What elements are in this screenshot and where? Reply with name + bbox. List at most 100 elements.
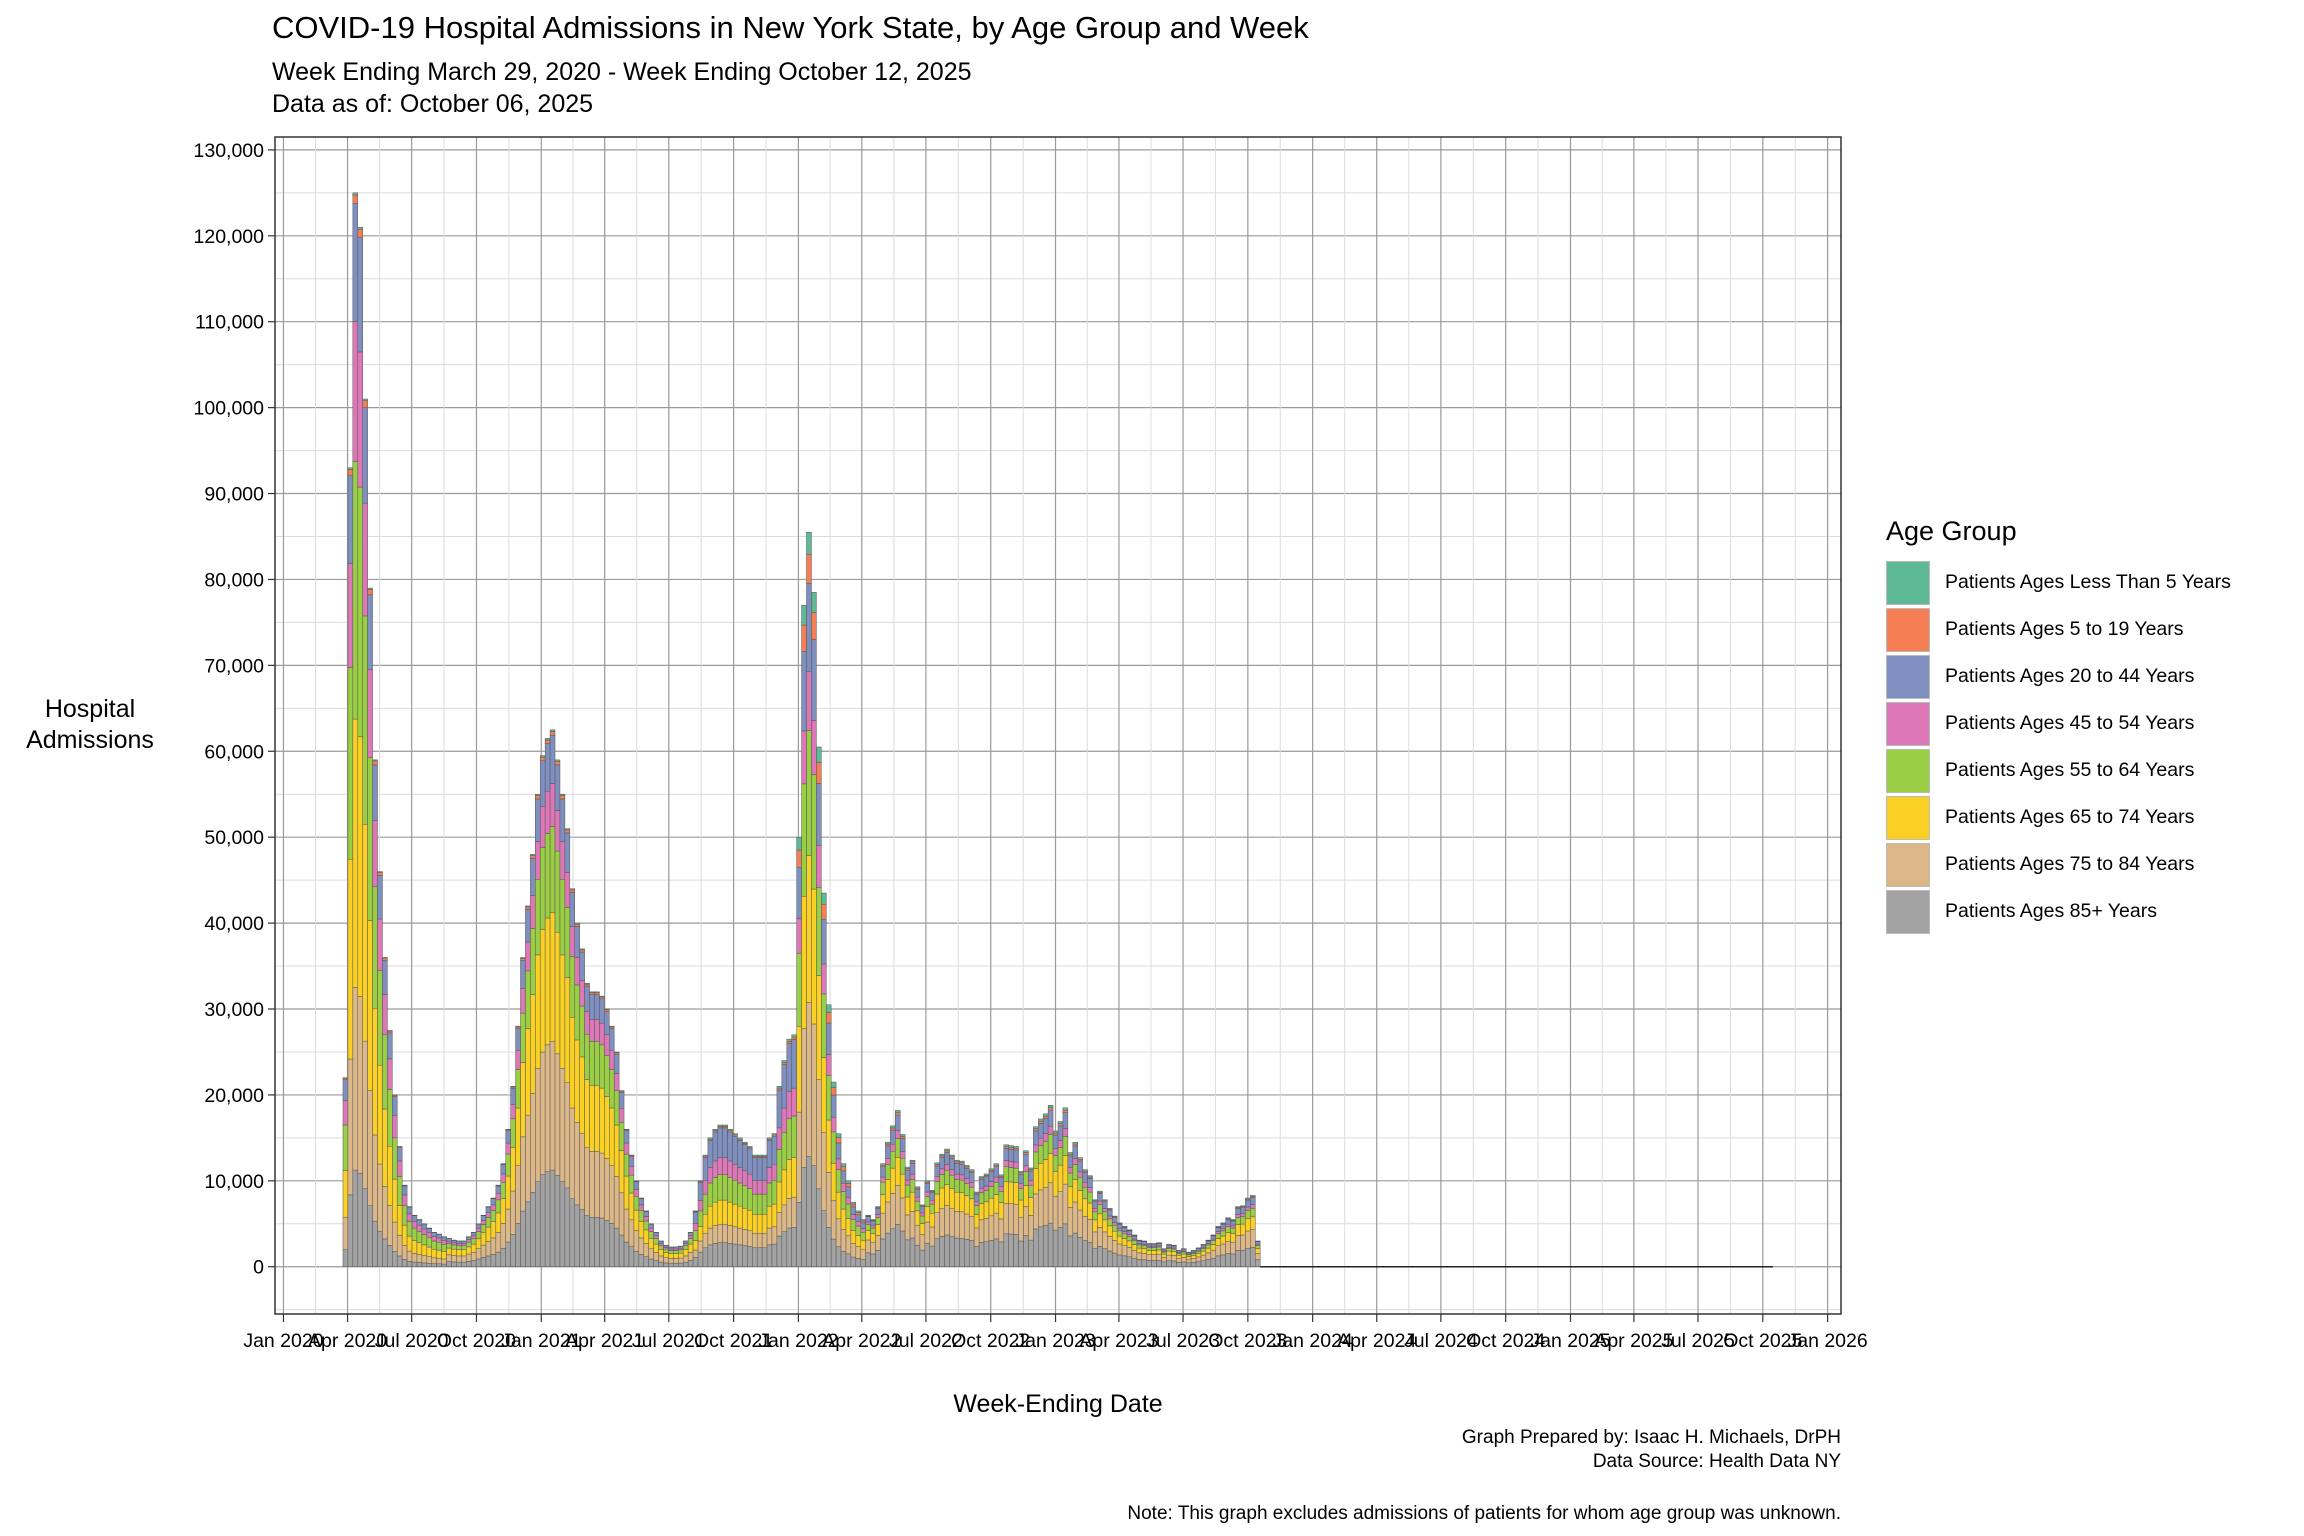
bar-segment-patients-ages-20-to-44-years: [357, 237, 363, 353]
bar-segment-patients-ages-20-to-44-years: [372, 764, 378, 821]
y-tick-label: 90,000: [204, 484, 264, 506]
bar-segment-patients-ages-75-to-84-years: [835, 1218, 842, 1248]
bar-segment-patients-ages-75-to-84-years: [1067, 1207, 1074, 1237]
bar-segment-patients-ages-65-to-74-years: [855, 1235, 862, 1247]
bar-segment-patients-ages-20-to-44-years: [490, 1198, 497, 1206]
bar-segment-patients-ages-55-to-64-years: [899, 1158, 906, 1175]
bar-segment-patients-ages-75-to-84-years: [993, 1212, 1000, 1240]
bar-segment-patients-ages-85-years: [451, 1261, 457, 1267]
bar-segment-patients-ages-85-years: [401, 1259, 408, 1267]
bar-segment-patients-ages-65-to-74-years: [712, 1201, 718, 1226]
bar-segment-patients-ages-5-to-19-years: [594, 992, 600, 995]
bar-segment-patients-ages-20-to-44-years: [1151, 1243, 1157, 1247]
bar-segment-patients-ages-20-to-44-years: [451, 1240, 457, 1244]
bar-segment-patients-ages-65-to-74-years: [604, 1096, 610, 1159]
bar-segment-patients-ages-55-to-64-years: [1092, 1211, 1098, 1221]
bar-segment-patients-ages-55-to-64-years: [594, 1041, 600, 1086]
bar-segment-patients-ages-75-to-84-years: [387, 1205, 393, 1246]
bar-segment-patients-ages-65-to-74-years: [485, 1226, 492, 1242]
bar-segment-patients-ages-85-years: [416, 1262, 423, 1267]
bar-segment-patients-ages-20-to-44-years: [1077, 1160, 1083, 1173]
bar-segment-patients-ages-85-years: [421, 1262, 428, 1267]
bar-segment-patients-ages-75-to-84-years: [1042, 1186, 1049, 1226]
bar-segment-patients-ages-65-to-74-years: [776, 1181, 783, 1213]
bar-segment-patients-ages-55-to-64-years: [1225, 1226, 1231, 1233]
bar-segment-patients-ages-45-to-54-years: [544, 790, 551, 834]
bar-segment-patients-ages-45-to-54-years: [377, 918, 383, 971]
bar-segment-patients-ages-45-to-54-years: [426, 1232, 432, 1239]
legend-swatch: [1886, 795, 1930, 840]
bar-segment-patients-ages-5-to-19-years: [939, 1155, 945, 1158]
bar-segment-patients-ages-55-to-64-years: [367, 757, 373, 921]
bar-segment-patients-ages-20-to-44-years: [663, 1245, 669, 1248]
bar-segment-patients-ages-45-to-54-years: [1072, 1158, 1078, 1165]
bar-segment-patients-ages-85-years: [1240, 1250, 1246, 1267]
bar-segment-patients-ages-5-to-19-years: [786, 1041, 792, 1044]
bar-segment-patients-ages-75-to-84-years: [904, 1214, 911, 1241]
bar-segment-patients-ages-55-to-64-years: [766, 1182, 773, 1207]
bar-segment-patients-ages-less-than-5-years: [825, 1004, 832, 1013]
bar-segment-patients-ages-20-to-44-years: [673, 1246, 679, 1250]
bar-segment-patients-ages-less-than-5-years: [1220, 1222, 1226, 1224]
bar-segment-patients-ages-55-to-64-years: [609, 1069, 615, 1109]
bar-segment-patients-ages-20-to-44-years: [396, 1147, 403, 1162]
bar-segment-patients-ages-65-to-74-years: [530, 994, 536, 1094]
bar-segment-patients-ages-55-to-64-years: [934, 1181, 940, 1195]
bar-segment-patients-ages-55-to-64-years: [1097, 1204, 1103, 1215]
bar-segment-patients-ages-75-to-84-years: [589, 1151, 595, 1218]
bar-segment-patients-ages-5-to-19-years: [1038, 1120, 1044, 1124]
bar-segment-patients-ages-75-to-84-years: [899, 1197, 906, 1232]
x-tick-label: Apr 2020: [308, 1330, 387, 1352]
bar-segment-patients-ages-75-to-84-years: [1235, 1235, 1241, 1251]
bar-segment-patients-ages-less-than-5-years: [959, 1160, 965, 1163]
bar-segment-patients-ages-75-to-84-years: [559, 1068, 566, 1182]
bar-segment-patients-ages-less-than-5-years: [697, 1180, 704, 1182]
bar-segment-patients-ages-55-to-64-years: [776, 1149, 783, 1183]
bar-segment-patients-ages-85-years: [589, 1217, 595, 1267]
bar-segment-patients-ages-75-to-84-years: [495, 1232, 502, 1253]
bar-segment-patients-ages-85-years: [1220, 1254, 1226, 1267]
bar-segment-patients-ages-20-to-44-years: [1245, 1199, 1251, 1208]
bar-segment-patients-ages-less-than-5-years: [875, 1206, 881, 1208]
bar-segment-patients-ages-65-to-74-years: [1023, 1185, 1029, 1207]
bar-segment-patients-ages-20-to-44-years: [1062, 1112, 1069, 1129]
bar-segment-patients-ages-55-to-64-years: [1052, 1155, 1059, 1172]
bar-segment-patients-ages-45-to-54-years: [968, 1182, 975, 1188]
bar-segment-patients-ages-65-to-74-years: [1082, 1198, 1088, 1217]
bar-segment-patients-ages-85-years: [382, 1238, 388, 1267]
bar-segment-patients-ages-20-to-44-years: [722, 1127, 728, 1158]
x-tick-label: Oct 2023: [1208, 1330, 1287, 1352]
bar-segment-patients-ages-55-to-64-years: [988, 1186, 995, 1199]
bar-segment-patients-ages-75-to-84-years: [1146, 1254, 1152, 1261]
bar-segment-patients-ages-75-to-84-years: [959, 1211, 965, 1239]
bar-segment-patients-ages-65-to-74-years: [1146, 1250, 1152, 1255]
bar-segment-patients-ages-65-to-74-years: [544, 917, 551, 1046]
bar-segment-patients-ages-85-years: [707, 1244, 714, 1267]
bar-segment-patients-ages-5-to-19-years: [860, 1220, 866, 1224]
bar-segment-patients-ages-65-to-74-years: [796, 1025, 802, 1113]
bar-segment-patients-ages-85-years: [1097, 1246, 1103, 1267]
bar-segment-patients-ages-20-to-44-years: [347, 475, 354, 564]
bar-segment-patients-ages-5-to-19-years: [1062, 1109, 1069, 1113]
bar-segment-patients-ages-45-to-54-years: [1250, 1204, 1256, 1209]
bar-segment-patients-ages-20-to-44-years: [998, 1177, 1005, 1188]
bar-segment-patients-ages-65-to-74-years: [835, 1191, 842, 1220]
bar-segment-patients-ages-45-to-54-years: [569, 926, 575, 958]
bar-segment-patients-ages-65-to-74-years: [678, 1252, 684, 1259]
bar-segment-patients-ages-55-to-64-years: [1200, 1248, 1207, 1252]
bar-segment-patients-ages-65-to-74-years: [490, 1221, 497, 1239]
bar-segment-patients-ages-20-to-44-years: [973, 1193, 980, 1202]
bar-segment-patients-ages-less-than-5-years: [732, 1133, 738, 1136]
bar-segment-patients-ages-55-to-64-years: [722, 1174, 728, 1201]
bar-segment-patients-ages-85-years: [1245, 1247, 1251, 1267]
bar-segment-patients-ages-75-to-84-years: [786, 1198, 792, 1229]
bar-segment-patients-ages-75-to-84-years: [1185, 1258, 1192, 1264]
bar-segment-patients-ages-less-than-5-years: [362, 398, 368, 402]
bar-segment-patients-ages-5-to-19-years: [377, 872, 383, 876]
bar-segment-patients-ages-75-to-84-years: [707, 1227, 714, 1246]
bar-segment-patients-ages-less-than-5-years: [761, 1154, 768, 1157]
bar-segment-patients-ages-65-to-74-years: [1220, 1235, 1226, 1245]
bar-segment-patients-ages-45-to-54-years: [362, 502, 368, 617]
bar-segment-patients-ages-65-to-74-years: [973, 1214, 980, 1229]
